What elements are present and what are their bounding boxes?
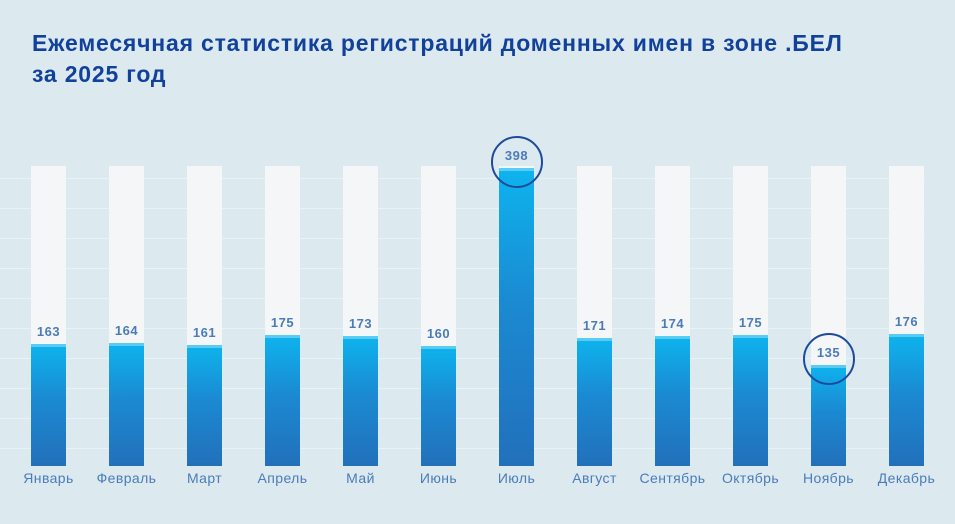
bar-value-label: 163 [36,323,61,339]
page-title-line-2: за 2025 год [32,61,167,87]
bar-column-11: 135 Ноябрь [802,166,855,486]
bar-chart: 163 Январь 164 Февраль 161 Март 175 Апрель 173 Ма… [0,135,955,486]
bar-value-label: 175 [270,314,295,330]
x-axis-label: Апрель [257,470,308,486]
x-axis-label: Декабрь [877,470,936,486]
x-axis-label: Октябрь [721,470,780,486]
bar-value-label: 173 [348,316,373,332]
x-axis-label: Март [186,470,223,486]
x-axis-label: Июнь [419,470,458,486]
x-axis-label: Февраль [96,470,157,486]
bar-fill [577,337,612,466]
x-axis-label: Ноябрь [803,470,854,486]
bar-value-label: 160 [426,326,451,341]
bar-column-3: 161 Март [187,166,222,486]
bar-column-1: 163 Январь [23,166,73,486]
bar-column-2: 164 Февраль [97,166,156,486]
highlight-circle [802,332,855,385]
highlight-circle [490,135,543,188]
bar-fill [421,346,456,466]
bar-column-6: 160 Июнь [420,166,457,486]
bar-value-label: 174 [660,315,685,331]
bar-fill [889,334,924,466]
page-title-line-1: Ежемесячная статистика регистраций домен… [32,30,843,56]
bar-fill [499,167,534,466]
bar-fill [655,335,690,466]
bar-column-12: 176 Декабрь [878,166,935,486]
bar-column-4: 175 Апрель [258,166,307,486]
bar-fill [109,343,144,466]
bar-column-7: 398 Июль [490,135,543,486]
bar-value-label: 175 [738,314,763,330]
bar-fill [31,343,66,466]
bar-fill [733,334,768,466]
x-axis-label: Январь [23,470,74,486]
page-title: Ежемесячная статистика регистраций домен… [32,28,843,90]
x-axis-label: Июль [497,470,536,486]
bar-fill [187,345,222,466]
x-axis-label: Август [572,470,617,486]
bar-column-8: 171 Август [572,166,616,486]
bar-fill [343,336,378,466]
bar-value-label: 171 [582,317,607,333]
bar-column-10: 175 Октябрь [722,166,779,486]
bar-value-label: 164 [114,323,139,338]
x-axis-label: Май [346,470,375,486]
bar-column-9: 174 Сентябрь [640,166,705,486]
gridlines [0,178,925,449]
bar-value-label: 161 [192,325,217,341]
x-axis-label: Сентябрь [639,470,706,486]
bar-column-5: 173 Май [343,166,378,486]
bar-fill [265,334,300,466]
bar-value-label: 176 [894,314,919,329]
